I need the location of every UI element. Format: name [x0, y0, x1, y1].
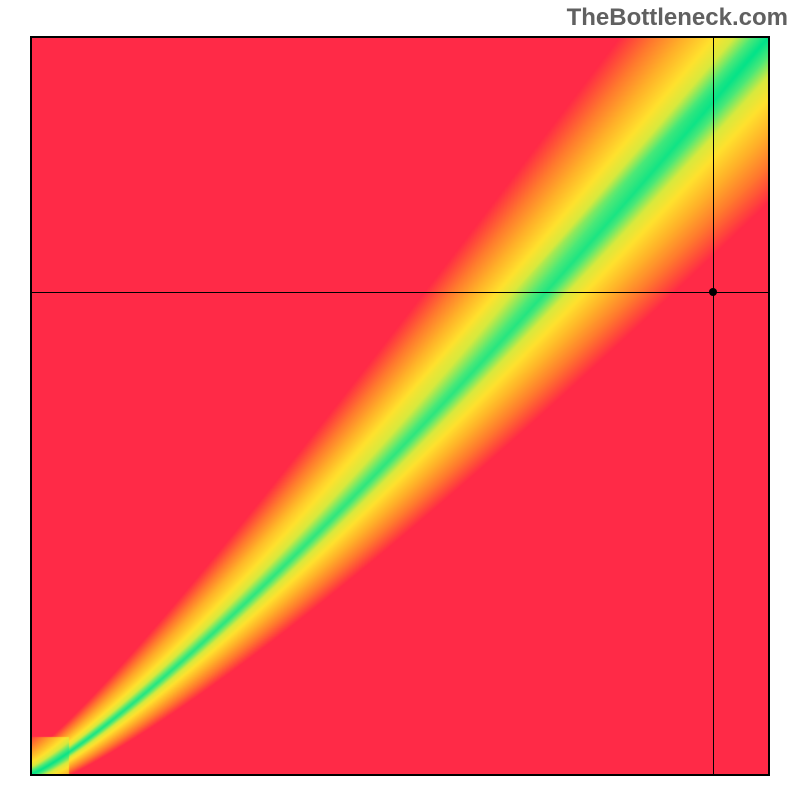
heatmap-canvas	[32, 38, 768, 774]
crosshair-horizontal	[32, 292, 768, 293]
crosshair-vertical	[713, 38, 714, 774]
crosshair-marker	[709, 288, 717, 296]
plot-frame	[30, 36, 770, 776]
chart-container: TheBottleneck.com	[0, 0, 800, 800]
watermark-text: TheBottleneck.com	[567, 4, 788, 32]
